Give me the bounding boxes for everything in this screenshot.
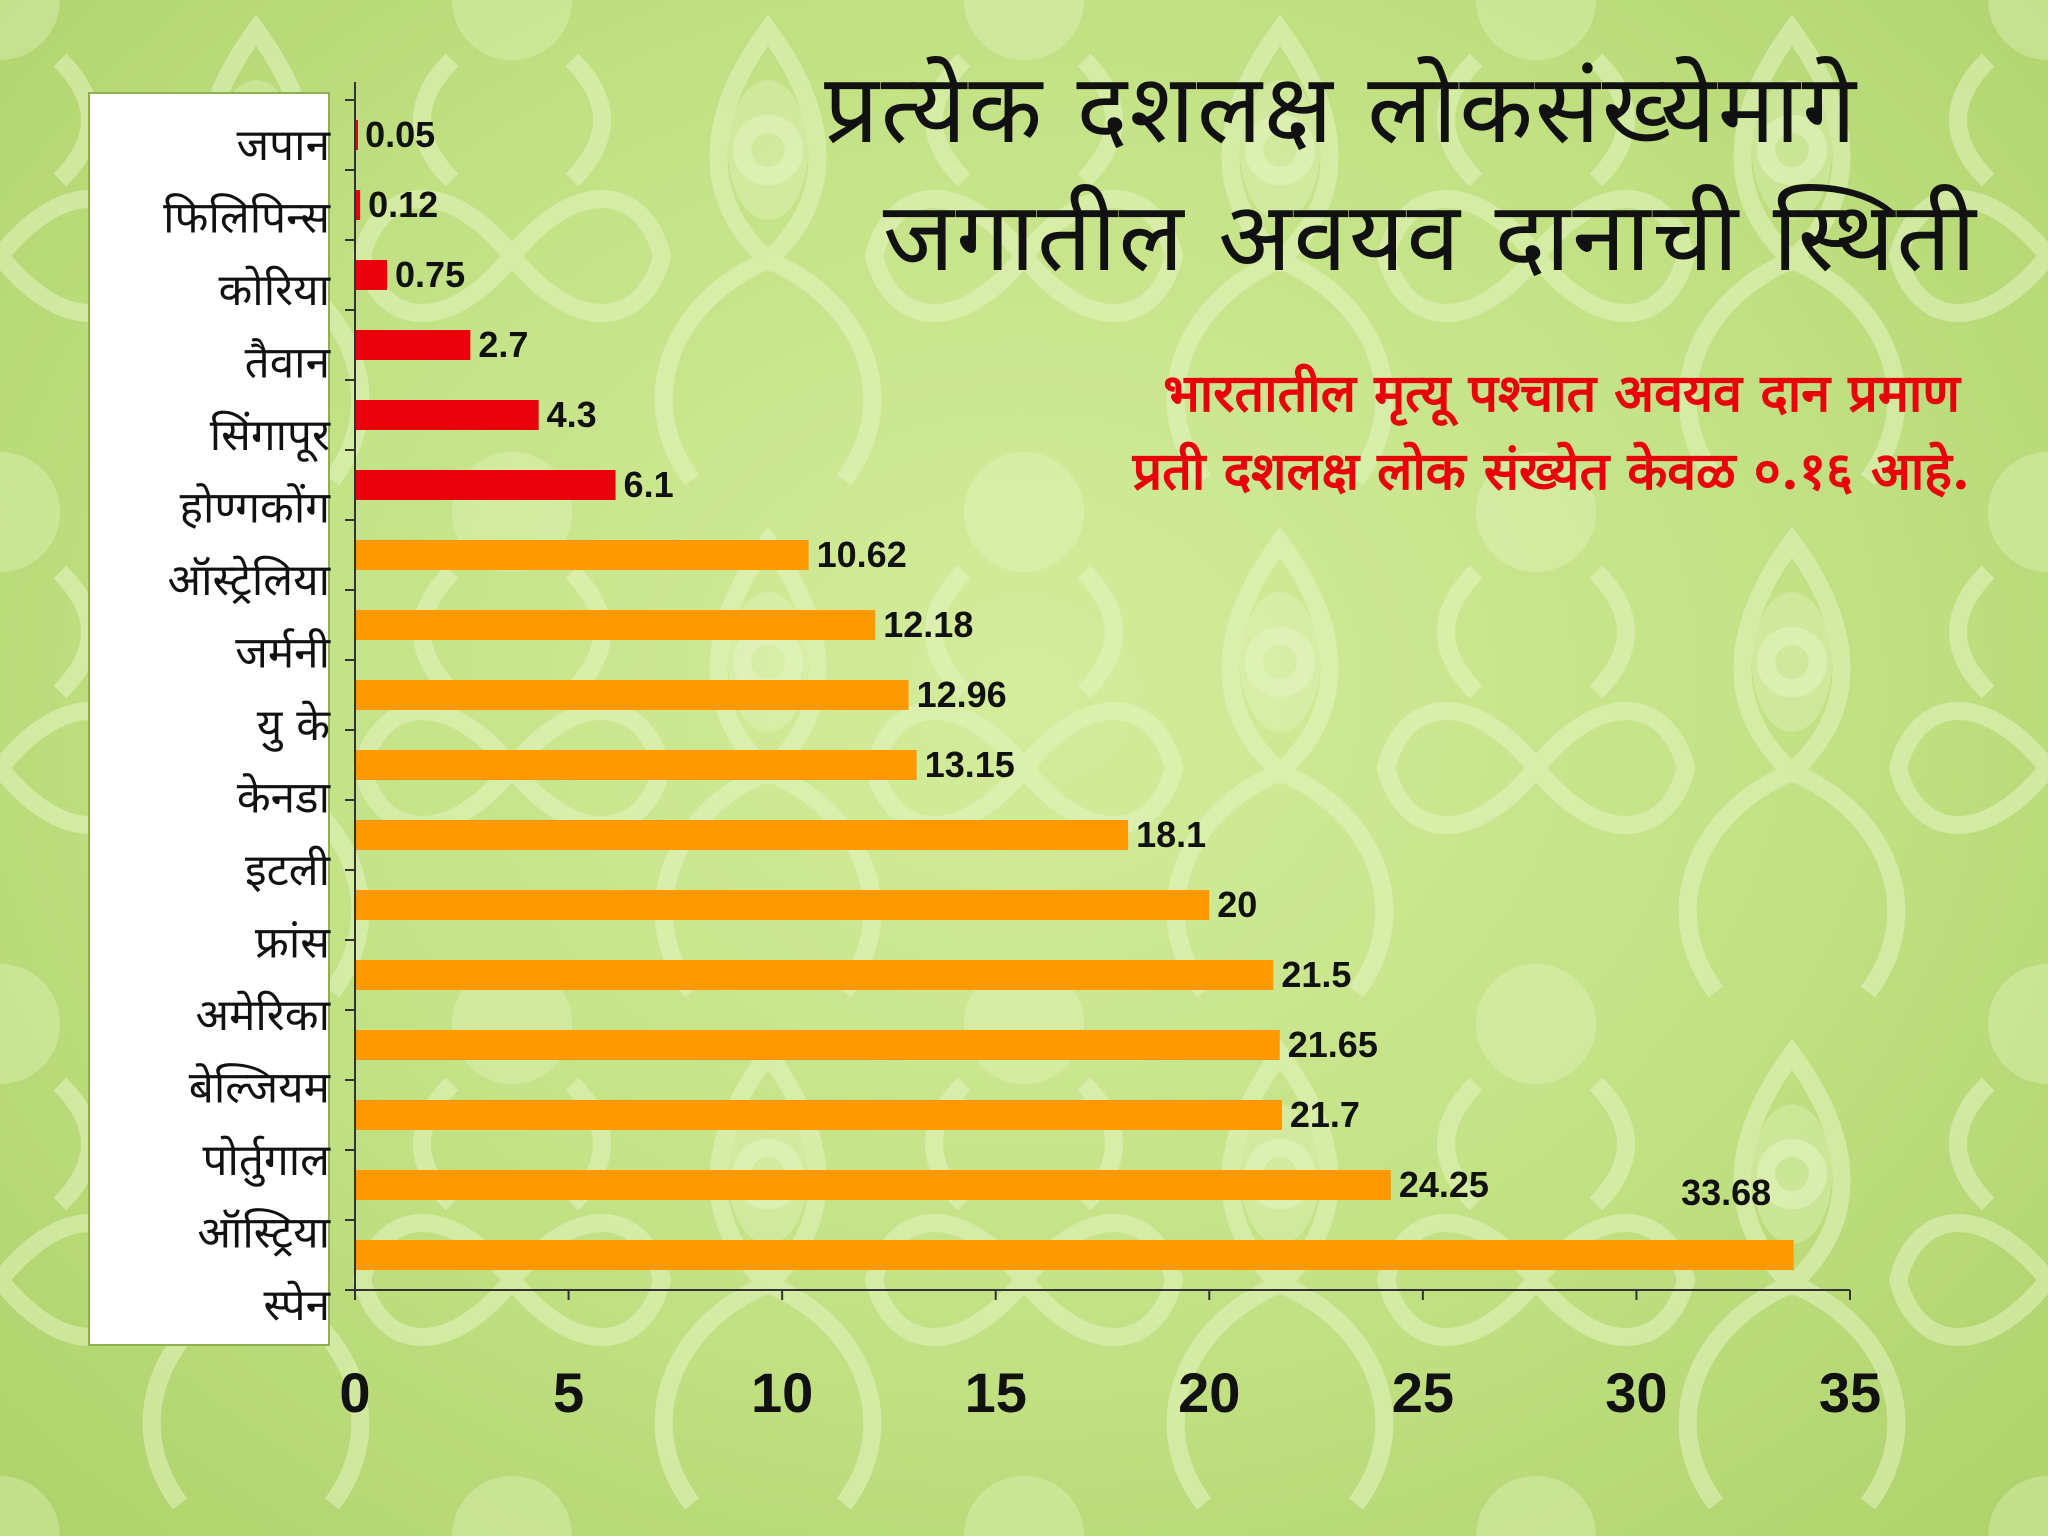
category-label: पोर्तुगाल xyxy=(203,1135,332,1187)
category-label: ऑस्ट्रिया xyxy=(197,1208,331,1259)
title-line-1: प्रत्येक दशलक्ष लोकसंख्येमागे xyxy=(824,53,1858,165)
x-tick-label: 20 xyxy=(1178,1361,1240,1424)
category-label: तैवान xyxy=(245,338,332,389)
x-tick-label: 30 xyxy=(1605,1361,1667,1424)
x-tick-label: 15 xyxy=(965,1361,1027,1424)
bar xyxy=(355,1170,1391,1200)
value-label: 21.5 xyxy=(1281,954,1351,995)
category-label: इटली xyxy=(245,845,332,896)
category-label: बेल्जियम xyxy=(189,1063,331,1114)
category-label: होण्गकोंग xyxy=(180,483,332,534)
category-label: जपान xyxy=(237,120,332,171)
bar xyxy=(355,820,1129,850)
value-label: 10.62 xyxy=(817,534,907,575)
category-label: जर्मनी xyxy=(235,628,331,679)
bar xyxy=(355,400,539,430)
bar xyxy=(355,470,616,500)
value-label: 0.75 xyxy=(395,254,465,295)
category-label: सिंगापूर xyxy=(210,410,331,463)
x-tick-label: 25 xyxy=(1392,1361,1454,1424)
category-label: केनडा xyxy=(237,773,332,824)
value-label: 13.15 xyxy=(925,744,1015,785)
bar xyxy=(355,1030,1280,1060)
category-label: फिलिपिन्स xyxy=(163,193,331,244)
value-label: 2.7 xyxy=(478,324,528,365)
category-labels-group: जपान फिलिपिन्स कोरिया तैवान सिंगापूर होण्गकों… xyxy=(163,120,331,1331)
value-label: 0.12 xyxy=(368,184,438,225)
x-tick-label: 0 xyxy=(339,1361,370,1424)
value-label: 20 xyxy=(1217,884,1257,925)
title-line-2: जगातील अवयव दानाची स्थिती xyxy=(882,181,1978,293)
x-tick-label: 10 xyxy=(751,1361,813,1424)
category-label: अमेरिका xyxy=(195,990,331,1041)
value-label: 21.65 xyxy=(1288,1024,1378,1065)
category-label: ऑस्ट्रेलिया xyxy=(168,555,332,606)
india-note-line-2: प्रती दशलक्ष लोक संख्येत केवळ ०.१६ आहे. xyxy=(1132,441,1970,502)
value-label: 21.7 xyxy=(1290,1094,1360,1135)
category-label: कोरिया xyxy=(219,265,332,316)
india-note-line-1: भारतातील मृत्यू पश्चात अवयव दान प्रमाण xyxy=(1163,363,1960,424)
value-label: 0.05 xyxy=(365,114,435,155)
bar xyxy=(355,1100,1282,1130)
category-label: फ्रांस xyxy=(255,918,331,969)
x-tick-label: 5 xyxy=(553,1361,584,1424)
bar xyxy=(355,330,471,360)
bar xyxy=(355,750,917,780)
bar xyxy=(355,890,1210,920)
category-label: स्पेन xyxy=(263,1280,331,1331)
value-label: 33.68 xyxy=(1681,1172,1771,1213)
bar xyxy=(355,260,388,290)
value-label: 6.1 xyxy=(624,464,674,505)
bar xyxy=(355,960,1274,990)
axes-group: 0 5 10 15 20 25 30 35 xyxy=(339,82,1881,1424)
category-label-panel xyxy=(88,92,330,1346)
bar xyxy=(355,540,809,570)
bars-group xyxy=(355,120,1794,1270)
bar xyxy=(355,680,909,710)
value-label: 18.1 xyxy=(1136,814,1206,855)
bar xyxy=(355,190,361,220)
bar xyxy=(355,610,876,640)
bar xyxy=(355,1240,1794,1270)
value-label: 12.18 xyxy=(883,604,973,645)
value-label: 4.3 xyxy=(547,394,597,435)
bar xyxy=(355,120,358,150)
x-tick-label: 35 xyxy=(1819,1361,1881,1424)
value-labels-group: 0.05 0.12 0.75 2.7 4.3 6.1 10.62 12.18 12.96 13.1… xyxy=(365,114,1771,1213)
value-label: 12.96 xyxy=(917,674,1007,715)
value-label: 24.25 xyxy=(1399,1164,1489,1205)
category-label: यु के xyxy=(257,700,332,752)
